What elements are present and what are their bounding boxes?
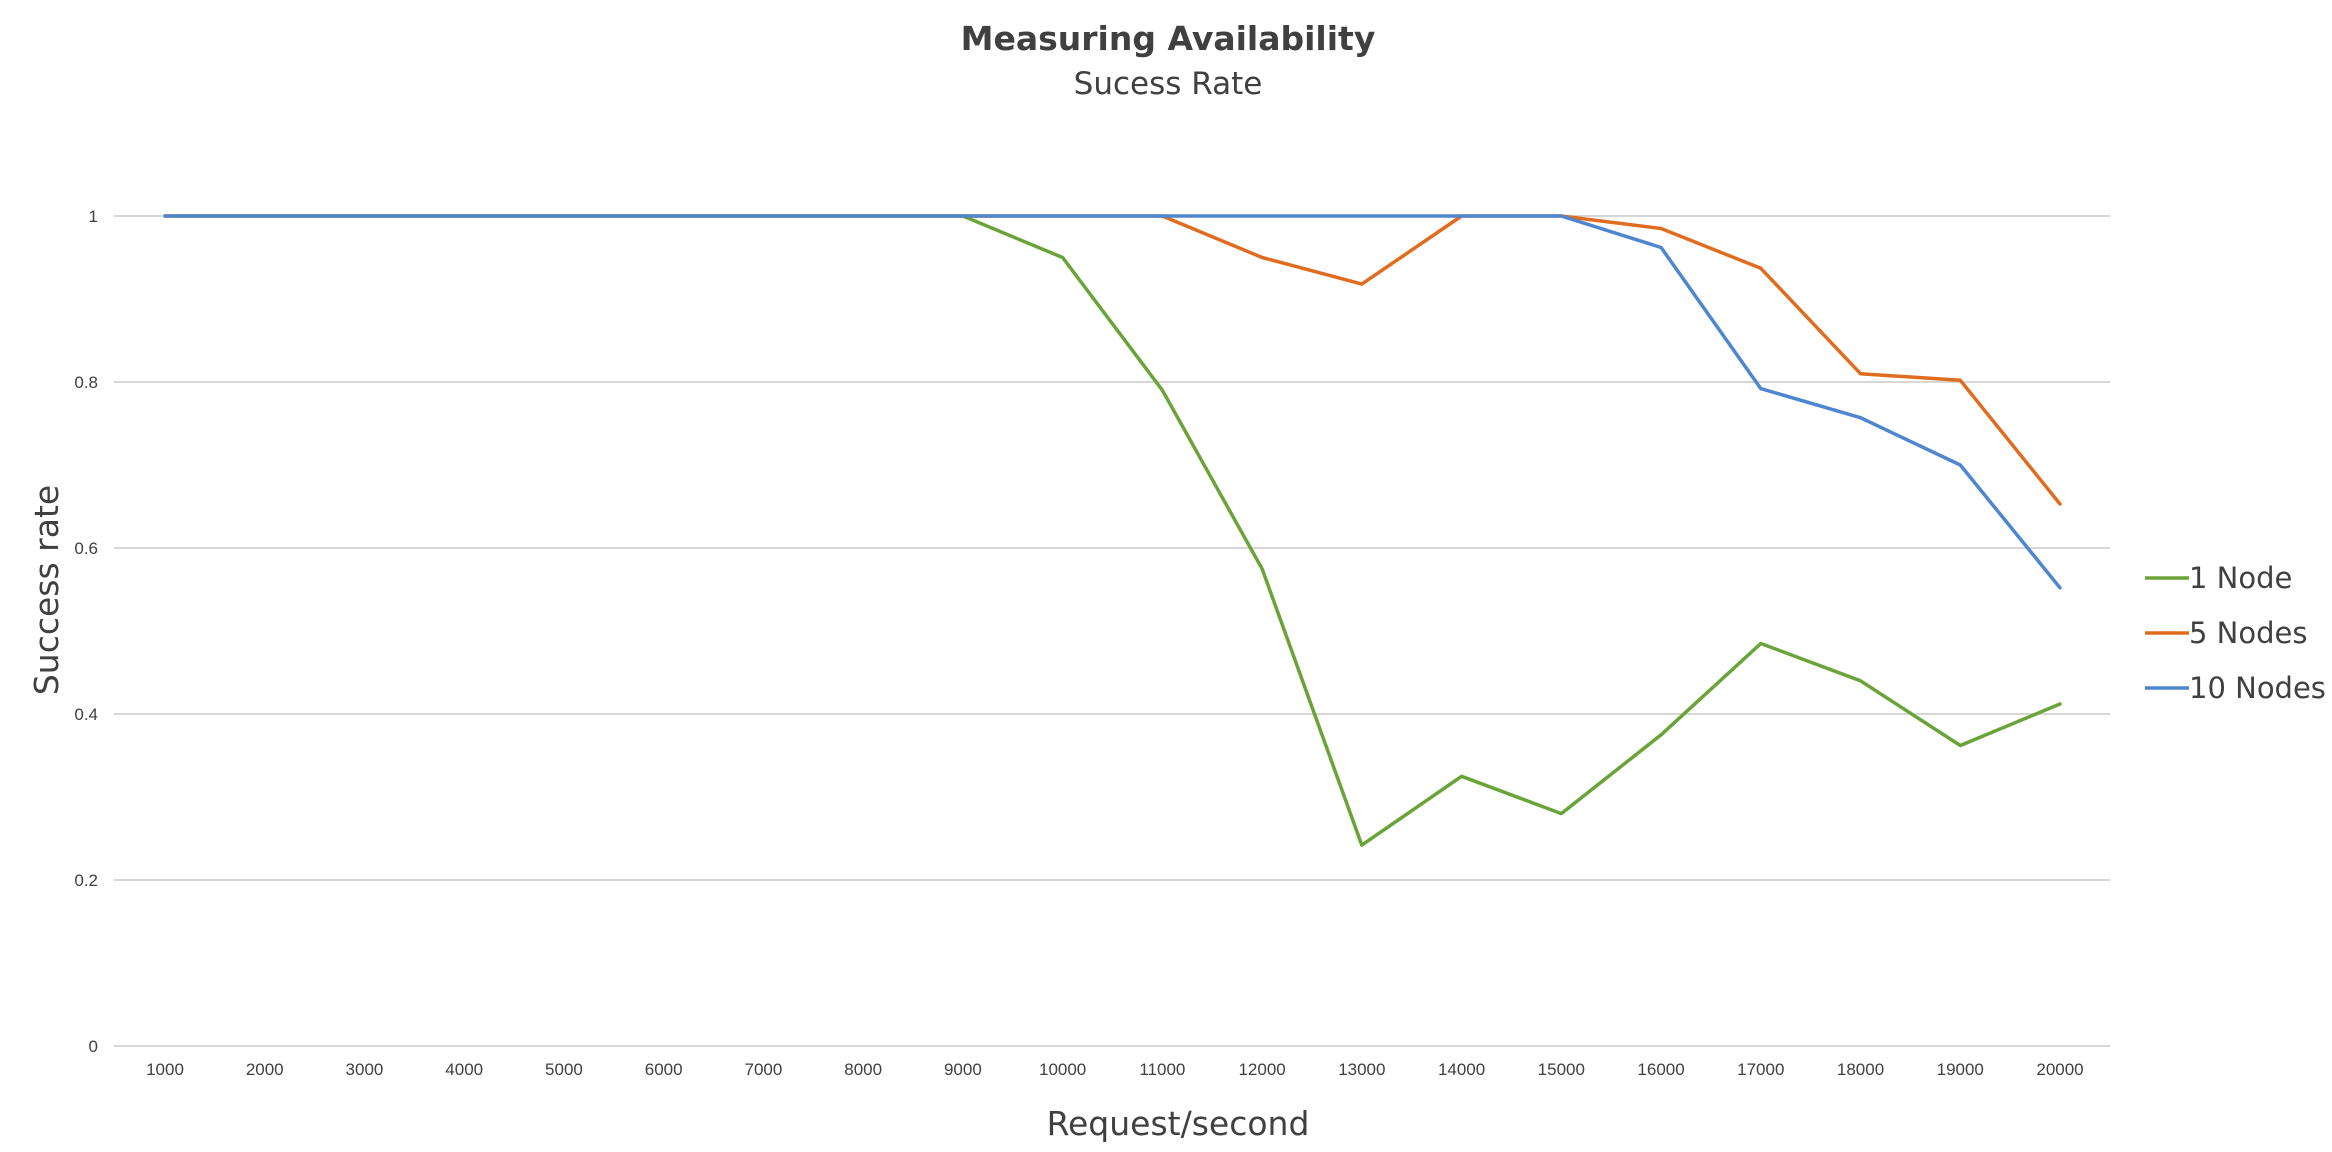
x-tick-label: 18000: [1837, 1060, 1884, 1079]
x-tick-label: 7000: [745, 1060, 783, 1079]
y-axis-ticks: 0 0.2 0.4 0.6 0.8 1: [74, 207, 98, 1056]
x-tick-label: 9000: [944, 1060, 982, 1079]
x-tick-label: 16000: [1637, 1060, 1684, 1079]
series-line-1-node: [163, 214, 2062, 847]
legend-label-10-nodes: 10 Nodes: [2189, 671, 2326, 705]
x-tick-label: 19000: [1937, 1060, 1984, 1079]
y-tick-label: 0.4: [74, 705, 98, 724]
x-tick-label: 2000: [246, 1060, 284, 1079]
y-tick-label: 0.6: [74, 539, 98, 558]
chart-subtitle: Sucess Rate: [1074, 66, 1263, 102]
x-tick-label: 13000: [1338, 1060, 1385, 1079]
x-tick-label: 6000: [645, 1060, 683, 1079]
series-lines: [163, 214, 2062, 847]
chart-title: Measuring Availability: [961, 19, 1376, 58]
y-axis-title: Success rate: [27, 485, 66, 695]
y-tick-label: 0.8: [74, 373, 98, 392]
x-axis-title: Request/second: [1047, 1104, 1310, 1143]
x-tick-label: 11000: [1139, 1060, 1185, 1079]
legend-label-5-nodes: 5 Nodes: [2189, 616, 2307, 650]
y-tick-label: 1: [89, 207, 98, 226]
x-tick-label: 3000: [346, 1060, 384, 1079]
y-tick-label: 0: [89, 1037, 98, 1056]
x-tick-label: 4000: [445, 1060, 483, 1079]
y-tick-label: 0.2: [74, 871, 98, 890]
x-tick-label: 1000: [146, 1060, 184, 1079]
x-tick-label: 17000: [1737, 1060, 1784, 1079]
x-axis-ticks: 1000 2000 3000 4000 5000 6000 7000 8000 9000 1000…: [146, 1060, 2084, 1079]
x-tick-label: 10000: [1039, 1060, 1086, 1079]
legend: 1 Node 5 Nodes 10 Nodes: [2145, 561, 2326, 705]
x-tick-label: 14000: [1438, 1060, 1485, 1079]
series-line-10-nodes: [163, 214, 2062, 590]
x-tick-label: 8000: [844, 1060, 882, 1079]
x-tick-label: 15000: [1538, 1060, 1585, 1079]
x-tick-label: 20000: [2036, 1060, 2083, 1079]
legend-label-1-node: 1 Node: [2189, 561, 2292, 595]
x-tick-label: 12000: [1238, 1060, 1285, 1079]
gridlines: [114, 215, 2110, 1047]
x-tick-label: 5000: [545, 1060, 583, 1079]
series-line-5-nodes: [163, 214, 2062, 506]
